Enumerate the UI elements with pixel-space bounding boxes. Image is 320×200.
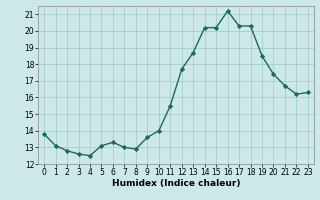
X-axis label: Humidex (Indice chaleur): Humidex (Indice chaleur): [112, 179, 240, 188]
